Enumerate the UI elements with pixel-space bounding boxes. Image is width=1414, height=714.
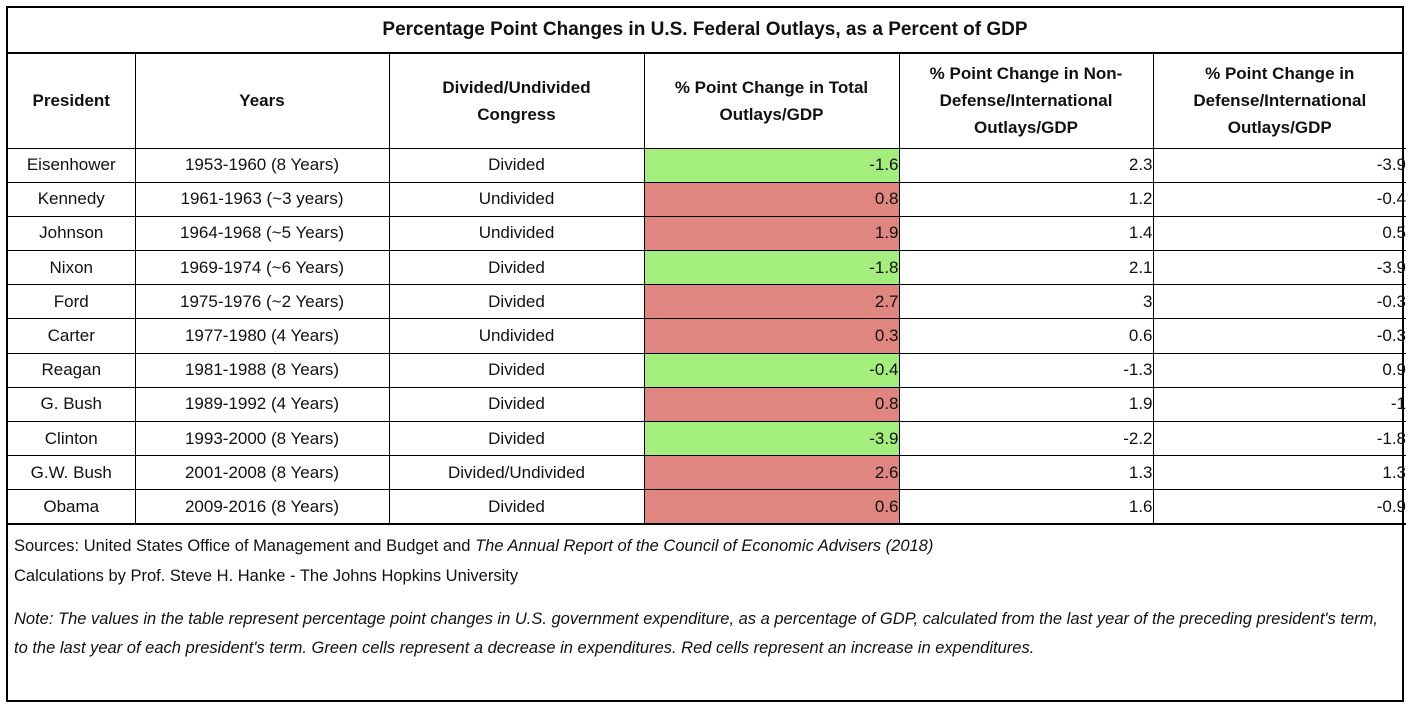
cell-congress: Divided bbox=[388, 489, 645, 526]
table-row: Kennedy 1961-1963 (~3 years) Undivided 0.8 1… bbox=[8, 181, 1406, 217]
table-row: Carter 1977-1980 (4 Years) Undivided 0.3 0.6… bbox=[8, 318, 1406, 354]
cell-president: Kennedy bbox=[8, 181, 136, 217]
cell-nondefense-change: -1.3 bbox=[898, 352, 1154, 388]
cell-president: Carter bbox=[8, 318, 136, 354]
cell-president: Nixon bbox=[8, 250, 136, 286]
cell-defense-change: -1.8 bbox=[1152, 420, 1406, 457]
table-footer: Sources: United States Office of Managem… bbox=[8, 525, 1402, 663]
table-row: Clinton 1993-2000 (8 Years) Divided -3.9 -2.… bbox=[8, 420, 1406, 457]
cell-total-change: -0.4 bbox=[643, 352, 900, 388]
cell-defense-change: -3.9 bbox=[1152, 250, 1406, 286]
cell-defense-change: 0.9 bbox=[1152, 352, 1406, 388]
table-row: Nixon 1969-1974 (~6 Years) Divided -1.8 2.1-… bbox=[8, 250, 1406, 286]
column-header-years: Years bbox=[134, 54, 390, 149]
calculations-line: Calculations by Prof. Steve H. Hanke - T… bbox=[14, 567, 519, 586]
cell-congress: Divided bbox=[388, 147, 645, 183]
column-header-nondefense-change: % Point Change in Non-Defense/Internatio… bbox=[898, 54, 1154, 149]
cell-congress: Divided bbox=[388, 250, 645, 286]
cell-years: 1977-1980 (4 Years) bbox=[134, 318, 390, 354]
cell-president: Eisenhower bbox=[8, 147, 136, 183]
cell-president: Obama bbox=[8, 489, 136, 526]
cell-years: 2009-2016 (8 Years) bbox=[134, 489, 390, 526]
cell-nondefense-change: 1.6 bbox=[898, 489, 1154, 526]
cell-nondefense-change: 1.2 bbox=[898, 181, 1154, 217]
cell-total-change: -1.6 bbox=[643, 147, 900, 183]
table-row: Eisenhower 1953-1960 (8 Years) Divided -1.6… bbox=[8, 147, 1406, 183]
cell-defense-change: -0.3 bbox=[1152, 318, 1406, 354]
cell-nondefense-change: 1.9 bbox=[898, 386, 1154, 423]
cell-total-change: 0.8 bbox=[643, 386, 900, 423]
cell-president: Ford bbox=[8, 284, 136, 320]
table-title: Percentage Point Changes in U.S. Federal… bbox=[8, 8, 1402, 54]
cell-years: 1989-1992 (4 Years) bbox=[134, 386, 390, 423]
table-row: Johnson 1964-1968 (~5 Years) Undivided 1.9 1… bbox=[8, 215, 1406, 252]
cell-congress: Divided bbox=[388, 284, 645, 320]
cell-defense-change: 1.3 bbox=[1152, 455, 1406, 491]
cell-defense-change: -0.9 bbox=[1152, 489, 1406, 526]
cell-years: 1993-2000 (8 Years) bbox=[134, 420, 390, 457]
cell-nondefense-change: 2.3 bbox=[898, 147, 1154, 183]
cell-defense-change: -1 bbox=[1152, 386, 1406, 423]
cell-defense-change: -0.3 bbox=[1152, 284, 1406, 320]
table-note: Note: The values in the table represent … bbox=[14, 610, 1378, 658]
cell-congress: Divided bbox=[388, 352, 645, 388]
cell-nondefense-change: 3 bbox=[898, 284, 1154, 320]
cell-total-change: -1.8 bbox=[643, 250, 900, 286]
cell-president: Reagan bbox=[8, 352, 136, 388]
cell-nondefense-change: 0.6 bbox=[898, 318, 1154, 354]
cell-president: Johnson bbox=[8, 215, 136, 252]
outlays-table: President Years Divided/Undivided Congre… bbox=[8, 54, 1406, 526]
column-header-president: President bbox=[8, 54, 136, 149]
cell-defense-change: 0.5 bbox=[1152, 215, 1406, 252]
table-row: G.W. Bush 2001-2008 (8 Years) Divided/Undi… bbox=[8, 455, 1406, 491]
column-header-defense-change: % Point Change in Defense/International … bbox=[1152, 54, 1406, 149]
cell-years: 1975-1976 (~2 Years) bbox=[134, 284, 390, 320]
cell-years: 1953-1960 (8 Years) bbox=[134, 147, 390, 183]
cell-total-change: 0.3 bbox=[643, 318, 900, 354]
table-row: Reagan 1981-1988 (8 Years) Divided -0.4 -1.3… bbox=[8, 352, 1406, 388]
sources-report-title: The Annual Report of the Council of Econ… bbox=[475, 537, 934, 556]
cell-congress: Divided bbox=[388, 420, 645, 457]
table-row: Ford 1975-1976 (~2 Years) Divided 2.7 3 -0.3 bbox=[8, 284, 1406, 320]
cell-congress: Undivided bbox=[388, 181, 645, 217]
cell-years: 1969-1974 (~6 Years) bbox=[134, 250, 390, 286]
cell-president: Clinton bbox=[8, 420, 136, 457]
cell-total-change: 0.8 bbox=[643, 181, 900, 217]
cell-nondefense-change: 2.1 bbox=[898, 250, 1154, 286]
cell-total-change: -3.9 bbox=[643, 420, 900, 457]
cell-years: 1981-1988 (8 Years) bbox=[134, 352, 390, 388]
sources-line: Sources: United States Office of Managem… bbox=[14, 531, 1396, 561]
cell-total-change: 1.9 bbox=[643, 215, 900, 252]
cell-years: 1961-1963 (~3 years) bbox=[134, 181, 390, 217]
cell-congress: Undivided bbox=[388, 215, 645, 252]
sources-prefix: Sources: United States Office of Managem… bbox=[14, 537, 476, 556]
cell-total-change: 2.7 bbox=[643, 284, 900, 320]
header-row: President Years Divided/Undivided Congre… bbox=[8, 54, 1406, 149]
table-row: G. Bush 1989-1992 (4 Years) Divided 0.8 1.9-… bbox=[8, 386, 1406, 423]
cell-defense-change: -3.9 bbox=[1152, 147, 1406, 183]
cell-years: 2001-2008 (8 Years) bbox=[134, 455, 390, 491]
cell-congress: Undivided bbox=[388, 318, 645, 354]
outlays-table-figure: Percentage Point Changes in U.S. Federal… bbox=[6, 6, 1406, 702]
column-header-congress: Divided/Undivided Congress bbox=[388, 54, 645, 149]
cell-defense-change: -0.4 bbox=[1152, 181, 1406, 217]
cell-years: 1964-1968 (~5 Years) bbox=[134, 215, 390, 252]
column-header-total-change: % Point Change in Total Outlays/GDP bbox=[643, 54, 900, 149]
cell-president: G.W. Bush bbox=[8, 455, 136, 491]
cell-total-change: 0.6 bbox=[643, 489, 900, 526]
cell-total-change: 2.6 bbox=[643, 455, 900, 491]
cell-nondefense-change: -2.2 bbox=[898, 420, 1154, 457]
cell-president: G. Bush bbox=[8, 386, 136, 423]
cell-nondefense-change: 1.3 bbox=[898, 455, 1154, 491]
cell-congress: Divided/Undivided bbox=[388, 455, 645, 491]
cell-nondefense-change: 1.4 bbox=[898, 215, 1154, 252]
table-row: Obama 2009-2016 (8 Years) Divided 0.6 1.6 -0.… bbox=[8, 489, 1406, 526]
cell-congress: Divided bbox=[388, 386, 645, 423]
